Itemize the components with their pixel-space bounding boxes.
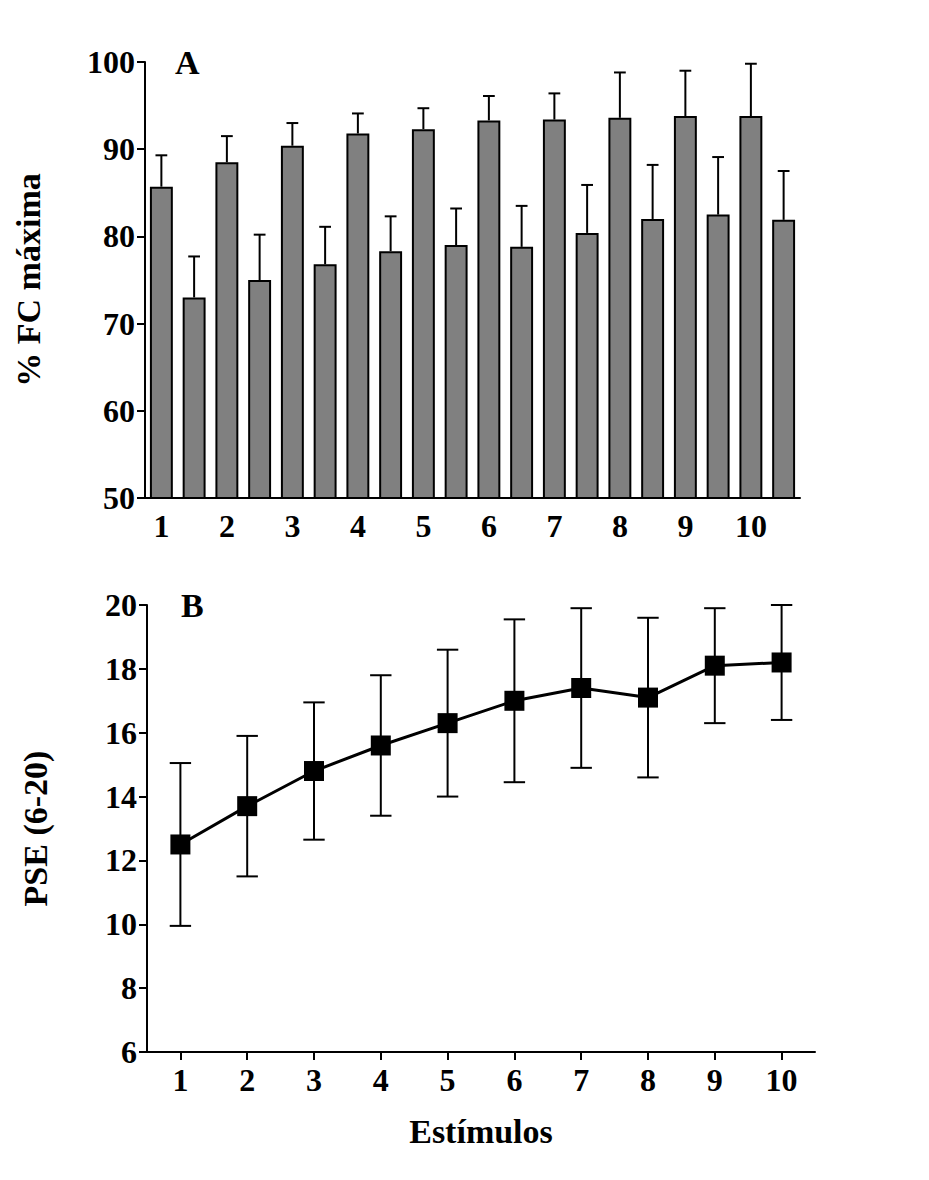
svg-text:6: 6	[506, 1062, 522, 1098]
svg-text:18: 18	[105, 651, 137, 687]
svg-text:9: 9	[677, 508, 693, 544]
svg-text:5: 5	[440, 1062, 456, 1098]
svg-text:1: 1	[153, 508, 169, 544]
svg-text:6: 6	[121, 1034, 137, 1070]
svg-text:Estímulos: Estímulos	[409, 1113, 553, 1150]
svg-text:3: 3	[306, 1062, 322, 1098]
svg-text:% FC máxima: % FC máxima	[10, 173, 47, 386]
svg-text:10: 10	[105, 906, 137, 942]
svg-text:8: 8	[612, 508, 628, 544]
svg-text:7: 7	[573, 1062, 589, 1098]
svg-text:50: 50	[103, 480, 135, 516]
svg-text:16: 16	[105, 715, 137, 751]
svg-text:PSE (6-20): PSE (6-20)	[17, 751, 55, 907]
svg-text:4: 4	[350, 508, 366, 544]
svg-text:1: 1	[172, 1062, 188, 1098]
svg-text:10: 10	[766, 1062, 798, 1098]
svg-text:60: 60	[103, 393, 135, 429]
svg-text:4: 4	[373, 1062, 389, 1098]
svg-text:7: 7	[546, 508, 562, 544]
svg-text:90: 90	[103, 131, 135, 167]
svg-text:5: 5	[415, 508, 431, 544]
svg-text:2: 2	[239, 1062, 255, 1098]
svg-text:8: 8	[640, 1062, 656, 1098]
svg-text:9: 9	[707, 1062, 723, 1098]
svg-text:10: 10	[735, 508, 767, 544]
svg-text:A: A	[175, 44, 200, 81]
svg-text:100: 100	[87, 44, 135, 80]
svg-text:3: 3	[284, 508, 300, 544]
svg-text:14: 14	[105, 779, 137, 815]
svg-text:6: 6	[481, 508, 497, 544]
svg-text:20: 20	[105, 587, 137, 623]
svg-text:8: 8	[121, 970, 137, 1006]
svg-text:2: 2	[219, 508, 235, 544]
svg-text:80: 80	[103, 218, 135, 254]
svg-text:70: 70	[103, 306, 135, 342]
svg-text:B: B	[181, 587, 204, 624]
svg-text:12: 12	[105, 842, 137, 878]
